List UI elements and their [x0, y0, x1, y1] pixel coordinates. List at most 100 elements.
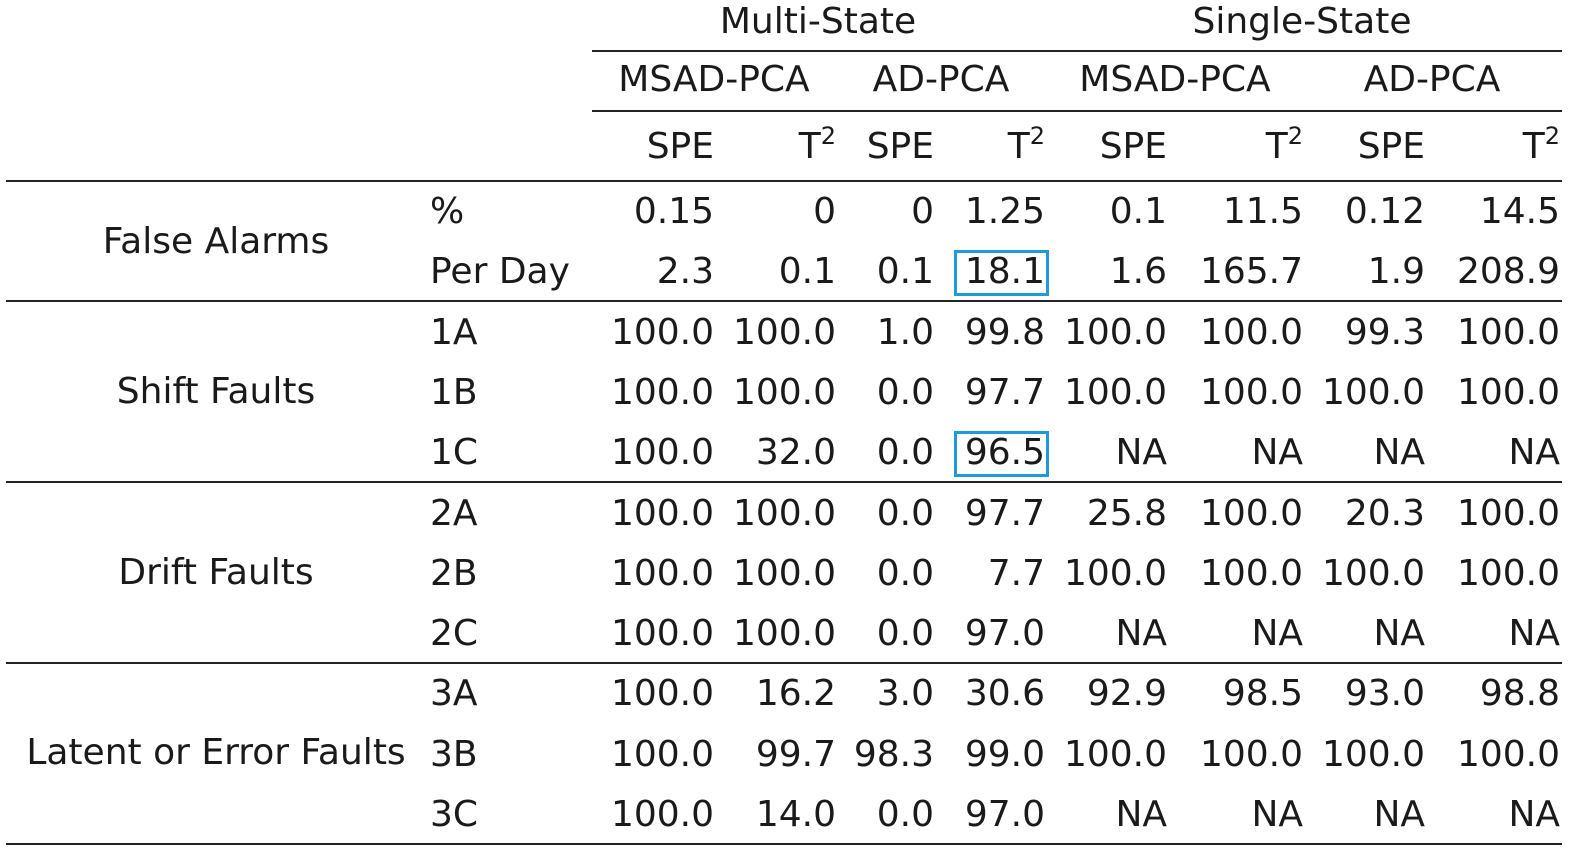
table-cell: NA — [1508, 613, 1560, 655]
table-cell: 1.6 — [1109, 251, 1167, 293]
table-cell: 100.0 — [1456, 552, 1560, 594]
table-cell: 30.6 — [964, 673, 1045, 715]
table-cell: 98.3 — [853, 733, 934, 775]
table-cell: 100.0 — [610, 371, 714, 413]
stat-header-spe: SPE — [866, 126, 934, 167]
table-cell: 14.5 — [1479, 191, 1560, 232]
method-header: AD-PCA — [1363, 59, 1501, 100]
table-cell: 0.1 — [778, 251, 836, 293]
stat-header-t2: T2 — [718, 122, 836, 169]
table-cell: 99.0 — [964, 733, 1045, 775]
table-cell: NA — [1115, 794, 1167, 835]
table-cell: 100.0 — [732, 552, 836, 594]
table-cell: 14.0 — [755, 794, 836, 835]
highlight-box — [954, 250, 1049, 297]
table-cell: NA — [1251, 613, 1303, 655]
table-cell: 1.25 — [964, 191, 1045, 232]
stat-header-t2: T2 — [1185, 122, 1303, 169]
stat-header-spe: SPE — [1357, 126, 1425, 167]
table-cell: 7.7 — [987, 552, 1045, 594]
table-cell: 20.3 — [1344, 492, 1425, 534]
table-cell: 0 — [911, 191, 934, 232]
t2-base: T — [798, 126, 821, 167]
table-cell: 93.0 — [1344, 673, 1425, 715]
stat-header-t2: T2 — [927, 122, 1045, 169]
table-cell: 11.5 — [1222, 191, 1303, 232]
table-cell: 100.0 — [1199, 492, 1303, 534]
table-cell: 0.0 — [876, 492, 934, 534]
table-cell: 100.0 — [1456, 311, 1560, 353]
stat-header-spe: SPE — [646, 126, 714, 167]
section-divider — [6, 481, 1562, 483]
section-divider — [6, 300, 1562, 302]
group-header: Multi-State — [719, 1, 917, 42]
table-cell: 100.0 — [610, 432, 714, 474]
table-cell: 100.0 — [610, 492, 714, 534]
table-cell: 100.0 — [610, 552, 714, 594]
group-underline — [592, 50, 1562, 52]
table-cell: 97.0 — [964, 794, 1045, 835]
table-cell: 0.0 — [876, 613, 934, 655]
section-divider — [6, 843, 1562, 845]
table-cell: 100.0 — [732, 613, 836, 655]
table-cell: 100.0 — [610, 613, 714, 655]
row-label: 2A — [430, 492, 478, 534]
table-cell: 100.0 — [1321, 371, 1425, 413]
table-cell: 98.8 — [1479, 673, 1560, 715]
row-label: 1B — [430, 371, 478, 413]
row-label: 1A — [430, 311, 478, 353]
table-cell: 100.0 — [610, 733, 714, 775]
table-cell: 32.0 — [755, 432, 836, 474]
table-cell: NA — [1251, 794, 1303, 835]
table-cell: NA — [1373, 613, 1425, 655]
table-cell: 100.0 — [1321, 733, 1425, 775]
table-cell: 0.0 — [876, 552, 934, 594]
table-cell: 100.0 — [1456, 371, 1560, 413]
table-cell: 0.1 — [1109, 191, 1167, 232]
row-label: 3B — [430, 733, 478, 775]
group-header: Single-State — [1192, 1, 1412, 42]
table-cell: NA — [1508, 794, 1560, 835]
table-cell: 100.0 — [1063, 552, 1167, 594]
table-cell: NA — [1115, 432, 1167, 474]
row-label: Per Day — [430, 251, 570, 293]
row-label: 1C — [430, 432, 479, 474]
highlight-box — [954, 431, 1049, 478]
table-cell: 0.0 — [876, 371, 934, 413]
section-label: False Alarms — [102, 221, 330, 262]
table-cell: NA — [1115, 613, 1167, 655]
table-cell: 100.0 — [610, 311, 714, 353]
table-cell: 98.5 — [1222, 673, 1303, 715]
table-cell: 100.0 — [1456, 492, 1560, 534]
table-cell: NA — [1373, 794, 1425, 835]
table-cell: 92.9 — [1086, 673, 1167, 715]
table-cell: 0.15 — [633, 191, 714, 232]
row-label: 3C — [430, 794, 479, 835]
t2-exponent: 2 — [1287, 122, 1303, 150]
table-cell: 97.7 — [964, 371, 1045, 413]
table-cell: 97.7 — [964, 492, 1045, 534]
stat-header-t2: T2 — [1442, 124, 1560, 169]
row-label: 3A — [430, 673, 478, 715]
table-cell: 208.9 — [1456, 251, 1560, 293]
table-cell: 18.1 — [964, 251, 1045, 293]
table-cell: NA — [1373, 432, 1425, 474]
table-cell: 99.8 — [964, 311, 1045, 353]
table-cell: 99.7 — [755, 733, 836, 775]
t2-exponent: 2 — [1029, 122, 1045, 150]
row-label: % — [430, 191, 465, 232]
table-cell: 100.0 — [1321, 552, 1425, 594]
t2-exponent: 2 — [820, 122, 836, 150]
table-cell: 2.3 — [656, 251, 714, 293]
table-cell: 25.8 — [1086, 492, 1167, 534]
table-cell: 165.7 — [1199, 251, 1303, 293]
table-cell: 97.0 — [964, 613, 1045, 655]
table-cell: 100.0 — [610, 673, 714, 715]
section-label: Latent or Error Faults — [26, 732, 406, 773]
table-cell: 100.0 — [1063, 311, 1167, 353]
table-cell: 100.0 — [1199, 552, 1303, 594]
method-header: MSAD-PCA — [1079, 59, 1271, 100]
table-cell: NA — [1508, 432, 1560, 474]
table-cell: 99.3 — [1344, 311, 1425, 353]
table-cell: 0.1 — [876, 251, 934, 293]
